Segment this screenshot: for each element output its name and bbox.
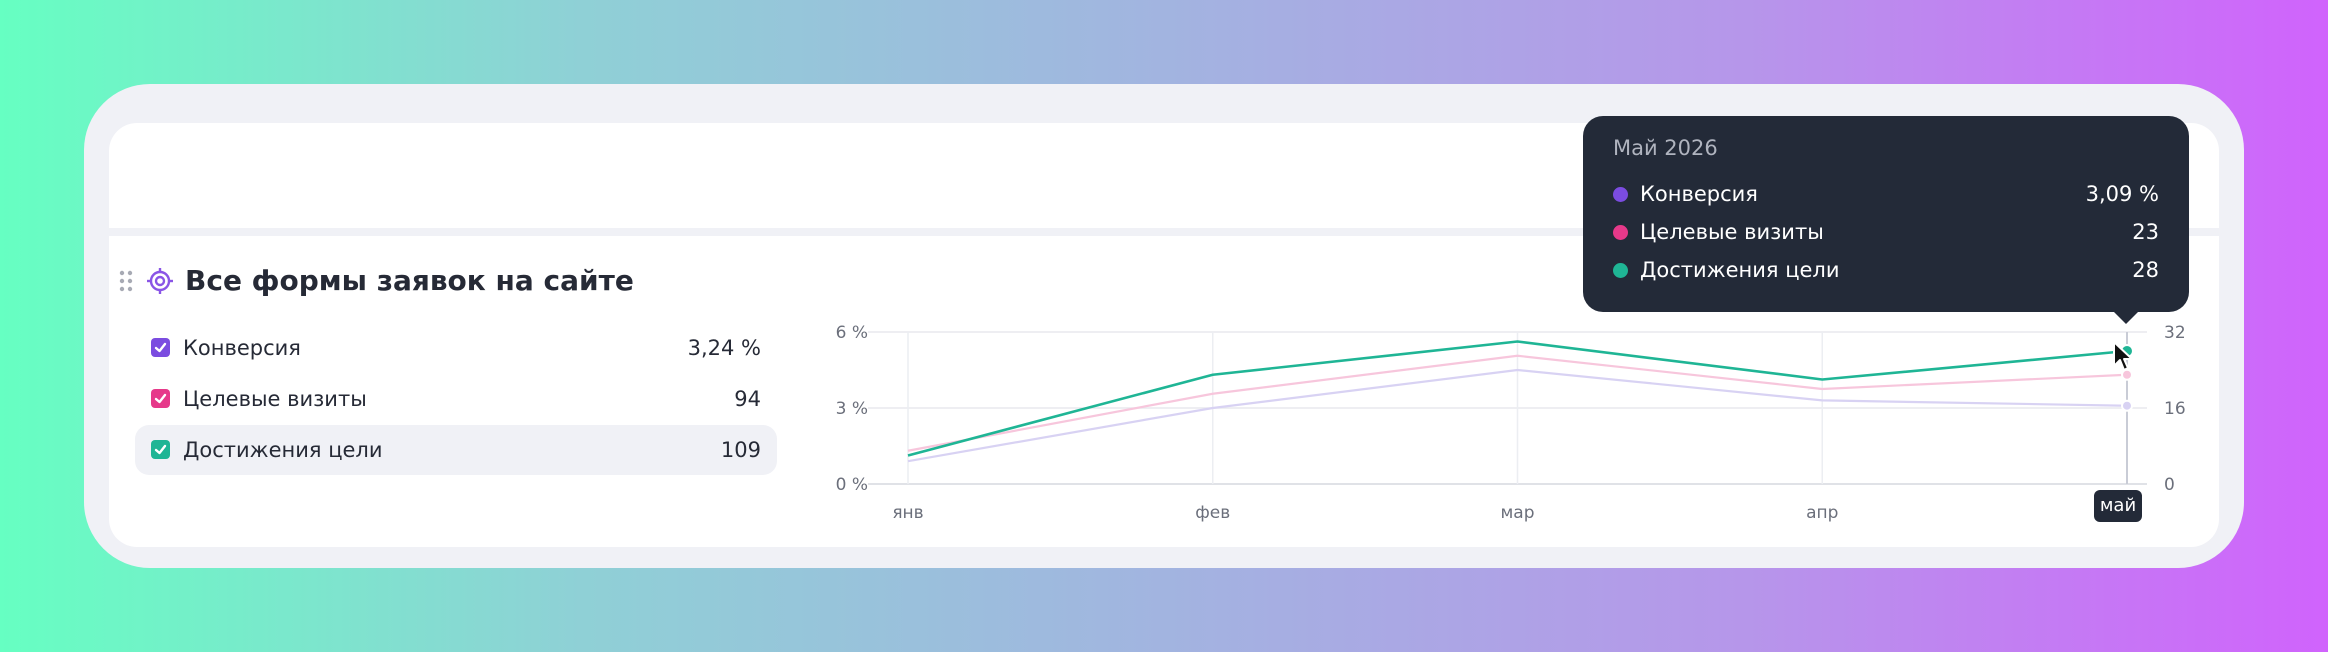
tooltip-arrow-icon <box>2112 310 2140 324</box>
metric-label: Конверсия <box>183 336 301 360</box>
tooltip-value: 23 <box>2132 220 2159 244</box>
y-left-tick-label: 3 % <box>836 399 868 419</box>
series-point <box>2121 399 2133 412</box>
x-axis-active-label: май <box>2094 490 2142 522</box>
mouse-cursor-icon <box>2113 341 2133 371</box>
x-tick-label: мар <box>1500 503 1534 523</box>
series-line <box>907 340 2128 457</box>
metric-row[interactable]: Целевые визиты 94 <box>135 374 777 424</box>
metric-row[interactable]: Конверсия 3,24 % <box>135 323 777 373</box>
tooltip-value: 28 <box>2132 258 2159 282</box>
x-tick-label: апр <box>1806 503 1838 523</box>
metric-value: 3,24 % <box>687 336 761 360</box>
checkbox-checked-icon[interactable] <box>151 389 170 408</box>
tooltip-row: Достижения цели 28 <box>1613 251 2159 289</box>
checkbox-checked-icon[interactable] <box>151 338 170 357</box>
section-divider <box>109 228 2219 236</box>
y-left-tick-label: 0 % <box>836 475 868 495</box>
tooltip-label: Достижения цели <box>1640 258 1840 282</box>
tooltip-label: Целевые визиты <box>1640 220 1824 244</box>
x-tick-label: янв <box>892 503 923 523</box>
tooltip-title: Май 2026 <box>1613 136 1718 160</box>
checkbox-checked-icon[interactable] <box>151 440 170 459</box>
series-line <box>907 368 2128 463</box>
tooltip-value: 3,09 % <box>2085 182 2159 206</box>
series-dot-icon <box>1613 263 1628 278</box>
metric-label: Достижения цели <box>183 438 383 462</box>
y-right-tick-label: 16 <box>2164 399 2186 419</box>
goal-target-icon <box>146 267 174 295</box>
tooltip-label: Конверсия <box>1640 182 1758 206</box>
x-tick-label: фев <box>1195 503 1230 523</box>
drag-handle-icon[interactable] <box>119 269 133 293</box>
metric-label: Целевые визиты <box>183 387 367 411</box>
y-left-tick-label: 6 % <box>836 323 868 343</box>
series-line <box>907 354 2128 452</box>
metric-value: 109 <box>720 438 761 462</box>
y-right-tick-label: 0 <box>2164 475 2175 495</box>
tooltip-row: Конверсия 3,09 % <box>1613 175 2159 213</box>
series-dot-icon <box>1613 187 1628 202</box>
chart-tooltip: Май 2026 Конверсия 3,09 % Целевые визиты 23… <box>1583 116 2189 312</box>
metric-value: 94 <box>734 387 761 411</box>
tooltip-row: Целевые визиты 23 <box>1613 213 2159 251</box>
y-right-tick-label: 32 <box>2164 323 2186 343</box>
metric-row[interactable]: Достижения цели 109 <box>135 425 777 475</box>
series-point <box>2121 368 2133 381</box>
series-dot-icon <box>1613 225 1628 240</box>
widget-title: Все формы заявок на сайте <box>185 264 634 297</box>
